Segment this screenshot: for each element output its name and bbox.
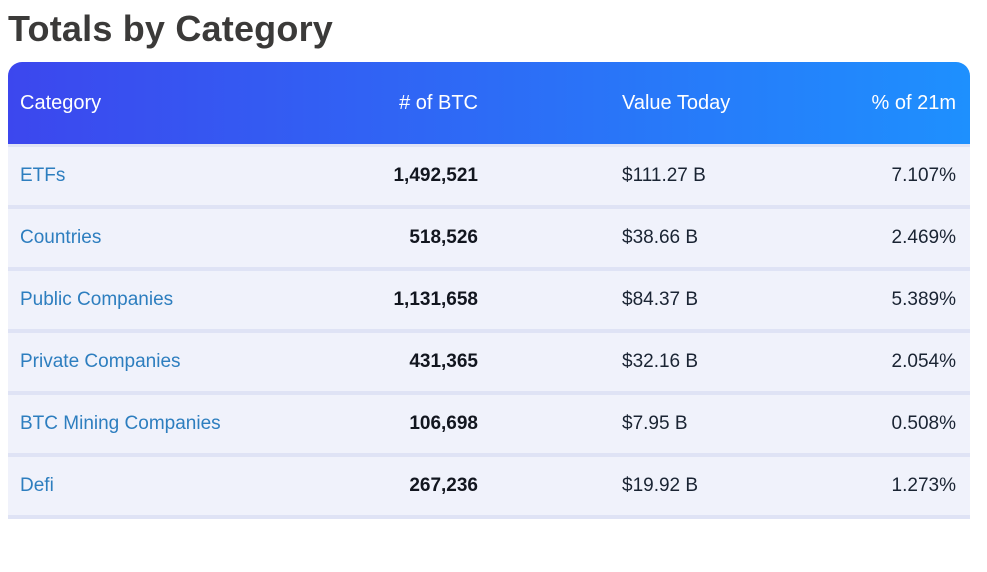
- category-link-public-companies[interactable]: Public Companies: [20, 289, 174, 311]
- category-link-private-companies[interactable]: Private Companies: [20, 351, 181, 373]
- table-row: Public Companies 1,131,658 $84.37 B 5.38…: [8, 271, 970, 334]
- column-header-pct-of-21m: % of 21m: [871, 91, 956, 114]
- category-link-etfs[interactable]: ETFs: [20, 165, 66, 187]
- category-link-defi[interactable]: Defi: [20, 475, 54, 497]
- table-row: BTC Mining Companies 106,698 $7.95 B 0.5…: [8, 395, 970, 458]
- table-row: Defi 267,236 $19.92 B 1.273%: [8, 457, 970, 520]
- btc-amount: 518,526: [409, 227, 478, 249]
- totals-by-category-table: Category # of BTC Value Today % of 21m E…: [8, 62, 970, 520]
- value-today: $19.92 B: [622, 475, 699, 497]
- btc-amount: 431,365: [409, 351, 478, 373]
- category-link-btc-mining-companies[interactable]: BTC Mining Companies: [20, 413, 221, 435]
- value-today: $84.37 B: [622, 289, 699, 311]
- column-header-value-today: Value Today: [622, 91, 731, 114]
- value-today: $111.27 B: [622, 165, 706, 187]
- pct-of-21m: 7.107%: [891, 165, 956, 187]
- btc-amount: 267,236: [409, 475, 478, 497]
- table-row: Private Companies 431,365 $32.16 B 2.054…: [8, 333, 970, 396]
- pct-of-21m: 1.273%: [891, 475, 956, 497]
- page: Totals by Category Category # of BTC Val…: [0, 8, 987, 572]
- btc-amount: 1,131,658: [393, 289, 478, 311]
- pct-of-21m: 5.389%: [891, 289, 956, 311]
- btc-amount: 106,698: [409, 413, 478, 435]
- table-row: Countries 518,526 $38.66 B 2.469%: [8, 209, 970, 272]
- value-today: $7.95 B: [622, 413, 688, 435]
- column-header-category: Category: [20, 91, 102, 114]
- category-link-countries[interactable]: Countries: [20, 227, 102, 249]
- btc-amount: 1,492,521: [393, 165, 478, 187]
- value-today: $38.66 B: [622, 227, 699, 249]
- column-header-btc-count: # of BTC: [399, 91, 478, 114]
- value-today: $32.16 B: [622, 351, 699, 373]
- page-title: Totals by Category: [8, 8, 333, 49]
- table-header-row: Category # of BTC Value Today % of 21m: [8, 62, 970, 148]
- pct-of-21m: 2.469%: [891, 227, 956, 249]
- table-row: ETFs 1,492,521 $111.27 B 7.107%: [8, 147, 970, 210]
- pct-of-21m: 0.508%: [891, 413, 956, 435]
- pct-of-21m: 2.054%: [891, 351, 956, 373]
